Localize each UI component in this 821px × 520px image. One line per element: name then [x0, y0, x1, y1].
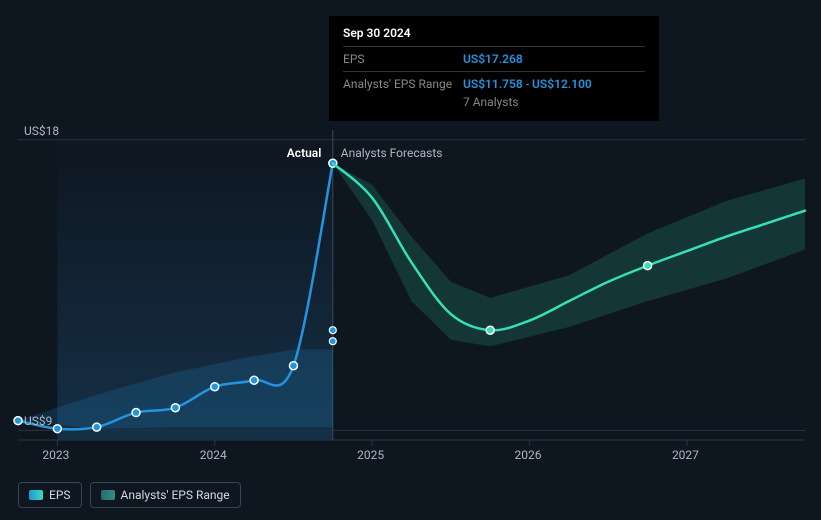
x-axis-tick-label: 2027: [672, 448, 699, 462]
tooltip-range-value: US$11.758 - US$12.100: [463, 77, 592, 91]
chart-tooltip: Sep 30 2024 EPS US$17.268 Analysts' EPS …: [329, 16, 659, 121]
tooltip-range-label: Analysts' EPS Range: [343, 77, 463, 91]
y-axis-tick-label: US$18: [24, 124, 59, 138]
tooltip-analyst-count: 7 Analysts: [463, 95, 519, 109]
tooltip-eps-value: US$17.268: [463, 52, 523, 66]
legend-item-range[interactable]: Analysts' EPS Range: [90, 482, 241, 508]
legend-item-eps[interactable]: EPS: [18, 482, 82, 508]
legend-swatch-icon: [29, 490, 43, 500]
legend-swatch-icon: [101, 490, 115, 500]
chart-legend: EPS Analysts' EPS Range: [18, 482, 241, 508]
legend-label: EPS: [49, 488, 71, 502]
region-label-forecast: Analysts Forecasts: [341, 146, 443, 160]
region-label-actual: Actual: [287, 146, 322, 160]
eps-forecast-chart: Sep 30 2024 EPS US$17.268 Analysts' EPS …: [0, 0, 821, 520]
y-axis-tick-label: US$9: [24, 414, 52, 428]
tooltip-date: Sep 30 2024: [343, 26, 645, 40]
tooltip-eps-label: EPS: [343, 52, 463, 66]
x-axis-tick-label: 2024: [200, 448, 227, 462]
x-axis-tick-label: 2023: [42, 448, 69, 462]
legend-label: Analysts' EPS Range: [121, 488, 230, 502]
x-axis-tick-label: 2025: [357, 448, 384, 462]
x-axis-tick-label: 2026: [515, 448, 542, 462]
